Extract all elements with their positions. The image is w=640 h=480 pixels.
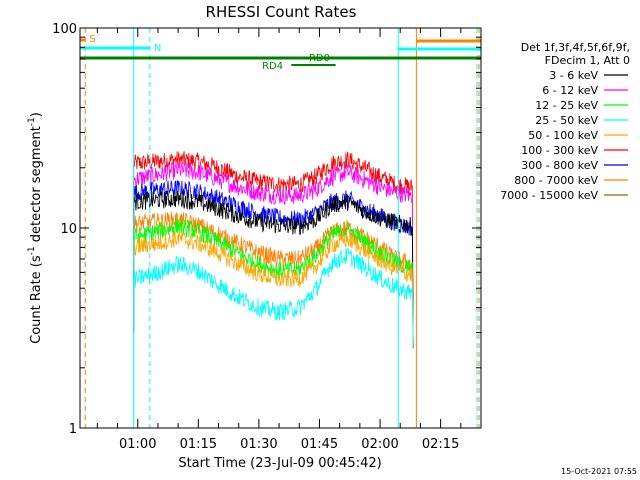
flag-label-rd0: RD0: [309, 53, 330, 64]
series-line-5: [133, 218, 414, 349]
legend-label: 6 - 12 keV: [542, 84, 598, 97]
legend-label: 12 - 25 keV: [535, 99, 598, 112]
legend-label: 3 - 6 keV: [549, 69, 598, 82]
timestamp: 15-Oct-2021 07:55: [561, 467, 637, 476]
legend-label: 100 - 300 keV: [521, 144, 598, 157]
y-axis-label-tail: detector segment: [29, 126, 44, 246]
legend-label: 800 - 7000 keV: [514, 174, 598, 187]
x-tick-label: 01:45: [301, 437, 338, 452]
y-tick-label: 10: [60, 222, 77, 237]
legend: Det 1f,3f,4f,5f,6f,9f, FDecim 1, Att 0 3…: [500, 41, 630, 202]
y-axis-label-main: Count Rate (s: [29, 255, 44, 344]
chart-title: RHESSI Count Rates: [206, 3, 357, 21]
y-axis-label-sup2: -1: [27, 117, 37, 126]
flag-label-n: N: [154, 43, 161, 54]
data-layer: [133, 151, 414, 424]
tick-layer: 1 10 100 01:00 01:15 01:30 01:45 02:00 02:15: [52, 22, 482, 452]
series-line-2: [133, 180, 414, 349]
series-line-3: [133, 189, 414, 349]
legend-entries: 3 - 6 keV 6 - 12 keV 12 - 25 keV 25 - 50 ke…: [500, 69, 628, 202]
y-axis-label: Count Rate (s-1 detector segment-1): [27, 112, 44, 344]
y-axis-label-sup: -1: [27, 246, 37, 255]
series-line-1: [133, 161, 414, 349]
series-line-6: [133, 230, 414, 349]
legend-label: 7000 - 15000 keV: [500, 189, 598, 202]
y-axis-label-end: ): [29, 112, 44, 117]
x-axis-label: Start Time (23-Jul-09 00:45:42): [178, 456, 381, 471]
series-line-7: [133, 247, 414, 424]
legend-label: 25 - 50 keV: [535, 114, 598, 127]
legend-header-2: FDecim 1, Att 0: [545, 54, 630, 67]
flag-label-s: S: [89, 34, 95, 45]
x-tick-label: 01:00: [119, 437, 156, 452]
legend-label: 300 - 800 keV: [521, 159, 598, 172]
flag-label-rd4: RD4: [262, 61, 283, 72]
y-tick-label: 100: [52, 22, 77, 37]
x-tick-label: 02:00: [361, 437, 398, 452]
y-tick-label: 1: [69, 422, 77, 437]
x-tick-label: 01:30: [240, 437, 277, 452]
x-tick-label: 01:15: [180, 437, 217, 452]
x-tick-label: 02:15: [422, 437, 459, 452]
legend-label: 50 - 100 keV: [528, 129, 598, 142]
legend-header-1: Det 1f,3f,4f,5f,6f,9f,: [521, 41, 630, 54]
